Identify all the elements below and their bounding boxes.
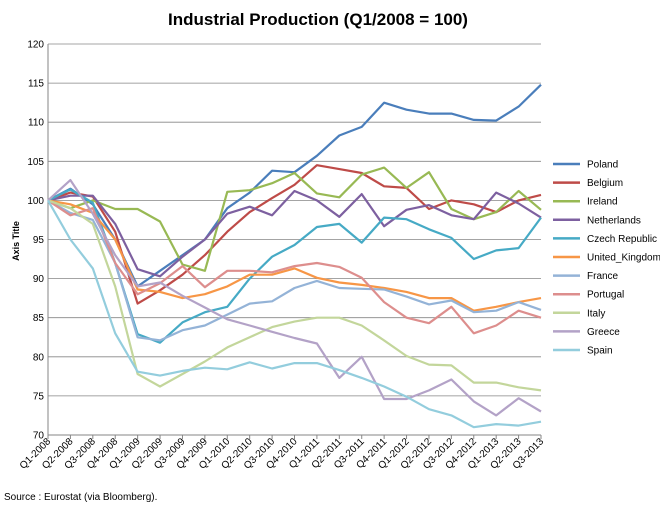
chart-title: Industrial Production (Q1/2008 = 100) <box>168 10 468 29</box>
grid <box>48 43 541 397</box>
y-tick-label: 95 <box>33 235 45 246</box>
series-line-italy <box>47 199 542 392</box>
y-tick-label: 85 <box>33 313 45 324</box>
y-axis: 70 75 80 85 90 95 100 105 110 115 120 <box>27 40 49 442</box>
series-line-netherlands <box>47 189 542 278</box>
source-note: Source : Eurostat (via Bloomberg). <box>4 492 157 503</box>
series-line-portugal <box>47 199 542 335</box>
y-tick-label: 70 <box>33 431 45 442</box>
y-tick-label: 115 <box>28 79 44 90</box>
legend-label: Greece <box>587 327 620 338</box>
plot-lines <box>47 83 542 429</box>
series-line-belgium <box>47 164 542 305</box>
y-tick-label: 90 <box>33 274 45 285</box>
series-line-france <box>47 199 542 342</box>
legend: Poland Belgium Ireland Netherlands Czech Rep… <box>553 160 660 357</box>
legend-label: Czech Republic <box>587 234 657 245</box>
series-line-greece <box>47 179 542 417</box>
y-tick-label: 75 <box>33 391 45 402</box>
legend-label: France <box>587 271 619 282</box>
series-line-united-kingdom <box>47 199 542 312</box>
legend-label: Poland <box>587 160 618 171</box>
y-tick-label: 110 <box>28 118 44 129</box>
y-axis-title: Axis Title <box>11 221 21 261</box>
y-tick-label: 100 <box>27 196 44 207</box>
y-tick-label: 120 <box>27 40 44 51</box>
y-tick-label: 80 <box>33 352 45 363</box>
legend-label: Netherlands <box>587 215 641 226</box>
legend-label: United_Kingdom <box>587 253 660 264</box>
legend-label: Italy <box>587 308 605 319</box>
legend-label: Spain <box>587 346 613 357</box>
legend-label: Portugal <box>587 290 624 301</box>
series-line-ireland <box>47 166 542 272</box>
legend-label: Ireland <box>587 197 618 208</box>
legend-label: Belgium <box>587 178 623 189</box>
y-tick-label: 105 <box>27 157 44 168</box>
series-line-spain <box>47 199 542 429</box>
